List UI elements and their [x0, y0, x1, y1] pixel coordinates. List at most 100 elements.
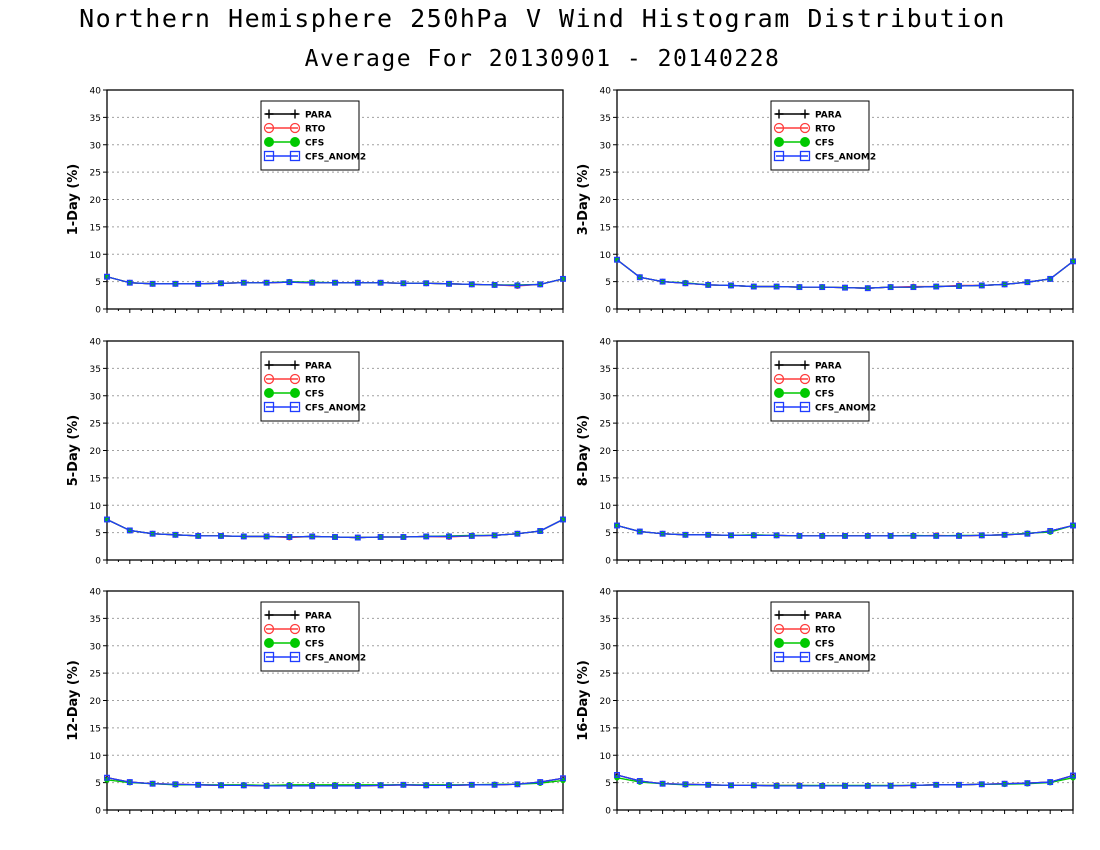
data-point [933, 283, 940, 290]
data-point [514, 282, 521, 289]
data-point [636, 528, 643, 535]
data-point [796, 284, 803, 291]
data-point [956, 283, 962, 289]
y-axis-label: 3-Day (%) [576, 164, 591, 236]
data-point [423, 533, 430, 540]
y-tick-label: 40 [90, 588, 102, 598]
series-line [106, 518, 564, 539]
data-point [104, 273, 110, 280]
y-axis-label: 1-Day (%) [66, 164, 81, 236]
data-point [1047, 779, 1054, 786]
data-point [1070, 772, 1076, 779]
legend-marker [800, 638, 810, 648]
legend-marker [290, 360, 300, 370]
series-cfs-anom2 [614, 772, 1076, 789]
legend-entry: RTO [815, 626, 836, 636]
data-point [286, 782, 293, 789]
y-tick-label: 40 [600, 588, 612, 598]
legend-marker [289, 150, 301, 162]
y-tick-label: 10 [600, 251, 612, 261]
legend: PARA RTO CFS CFS_ANOM2 [260, 351, 366, 422]
y-tick-label: 10 [600, 502, 612, 512]
legend-entry: CFS_ANOM2 [305, 153, 366, 163]
y-tick-label: 35 [600, 615, 611, 625]
legend-entry: CFS_ANOM2 [815, 654, 876, 664]
data-point [286, 279, 293, 286]
legend-box [260, 601, 360, 672]
legend-marker [290, 388, 300, 398]
data-point [864, 782, 871, 789]
legend-marker [799, 150, 811, 162]
data-point [400, 781, 407, 788]
data-point [400, 280, 407, 287]
y-tick-label: 10 [90, 502, 102, 512]
data-point [864, 532, 871, 539]
data-point [1070, 258, 1076, 265]
legend-box [770, 601, 870, 672]
data-point [773, 782, 780, 789]
y-tick-label: 35 [90, 365, 101, 375]
legend-marker [774, 109, 784, 119]
y-tick-label: 30 [90, 642, 102, 652]
data-point [1024, 530, 1031, 537]
data-point [263, 782, 270, 789]
data-point [910, 284, 917, 291]
legend-marker [290, 638, 300, 648]
data-point [537, 528, 544, 534]
y-axis-label: 12-Day (%) [66, 660, 81, 741]
legend-entry: CFS [305, 640, 324, 650]
data-point [750, 532, 757, 539]
legend-entry: CFS [815, 390, 834, 400]
data-point [560, 275, 566, 282]
y-tick-label: 35 [90, 114, 101, 124]
legend-entry: RTO [815, 125, 836, 135]
legend-entry: PARA [305, 362, 332, 372]
data-point [491, 281, 498, 288]
data-point [354, 534, 361, 541]
data-point [636, 778, 643, 784]
legend-box [260, 100, 360, 171]
y-tick-label: 15 [90, 474, 101, 484]
legend-marker [289, 623, 301, 635]
legend-box [260, 351, 360, 422]
data-point [887, 532, 894, 539]
chart-panel-6: 0 5 10 15 20 25 30 35 40 16-Day (%) PARA RTO CFS CFS_… [576, 588, 1076, 817]
legend-marker [773, 373, 785, 385]
y-tick-label: 10 [600, 752, 612, 762]
y-tick-label: 20 [600, 447, 612, 457]
legend-entry: PARA [305, 612, 332, 622]
legend-marker [264, 638, 274, 648]
data-point [446, 782, 452, 789]
data-point [1047, 275, 1054, 282]
data-point [659, 278, 666, 285]
data-point [796, 782, 803, 789]
legend-entry: CFS_ANOM2 [305, 404, 366, 414]
legend-entry: RTO [305, 125, 326, 135]
data-point [172, 531, 179, 538]
chart-panel-5: 0 5 10 15 20 25 30 35 40 12-Day (%) PARA RTO CFS CFS_… [66, 588, 566, 817]
y-tick-label: 15 [600, 724, 611, 734]
chart-panel-1: 0 5 10 15 20 25 30 35 40 1-Day (%) PARA RTO CFS CFS_A… [66, 87, 566, 316]
data-point [332, 279, 338, 286]
legend-marker [774, 360, 784, 370]
series-line [106, 276, 564, 287]
y-tick-label: 30 [90, 392, 102, 402]
data-point [887, 782, 894, 789]
data-point [773, 283, 780, 290]
legend: PARA RTO CFS CFS_ANOM2 [770, 351, 876, 422]
data-point [614, 256, 620, 263]
legend-box [770, 100, 870, 171]
legend-marker [800, 388, 810, 398]
data-point [126, 779, 133, 786]
data-point [309, 279, 316, 286]
y-tick-label: 5 [95, 779, 101, 789]
y-tick-label: 40 [600, 338, 612, 348]
legend-entry: CFS [305, 390, 324, 400]
y-axis-label: 5-Day (%) [66, 415, 81, 487]
plot-frame [106, 590, 564, 811]
legend-marker [773, 651, 785, 663]
data-point [614, 522, 620, 529]
data-point [149, 280, 156, 287]
data-point [354, 279, 361, 286]
data-point [842, 532, 848, 539]
